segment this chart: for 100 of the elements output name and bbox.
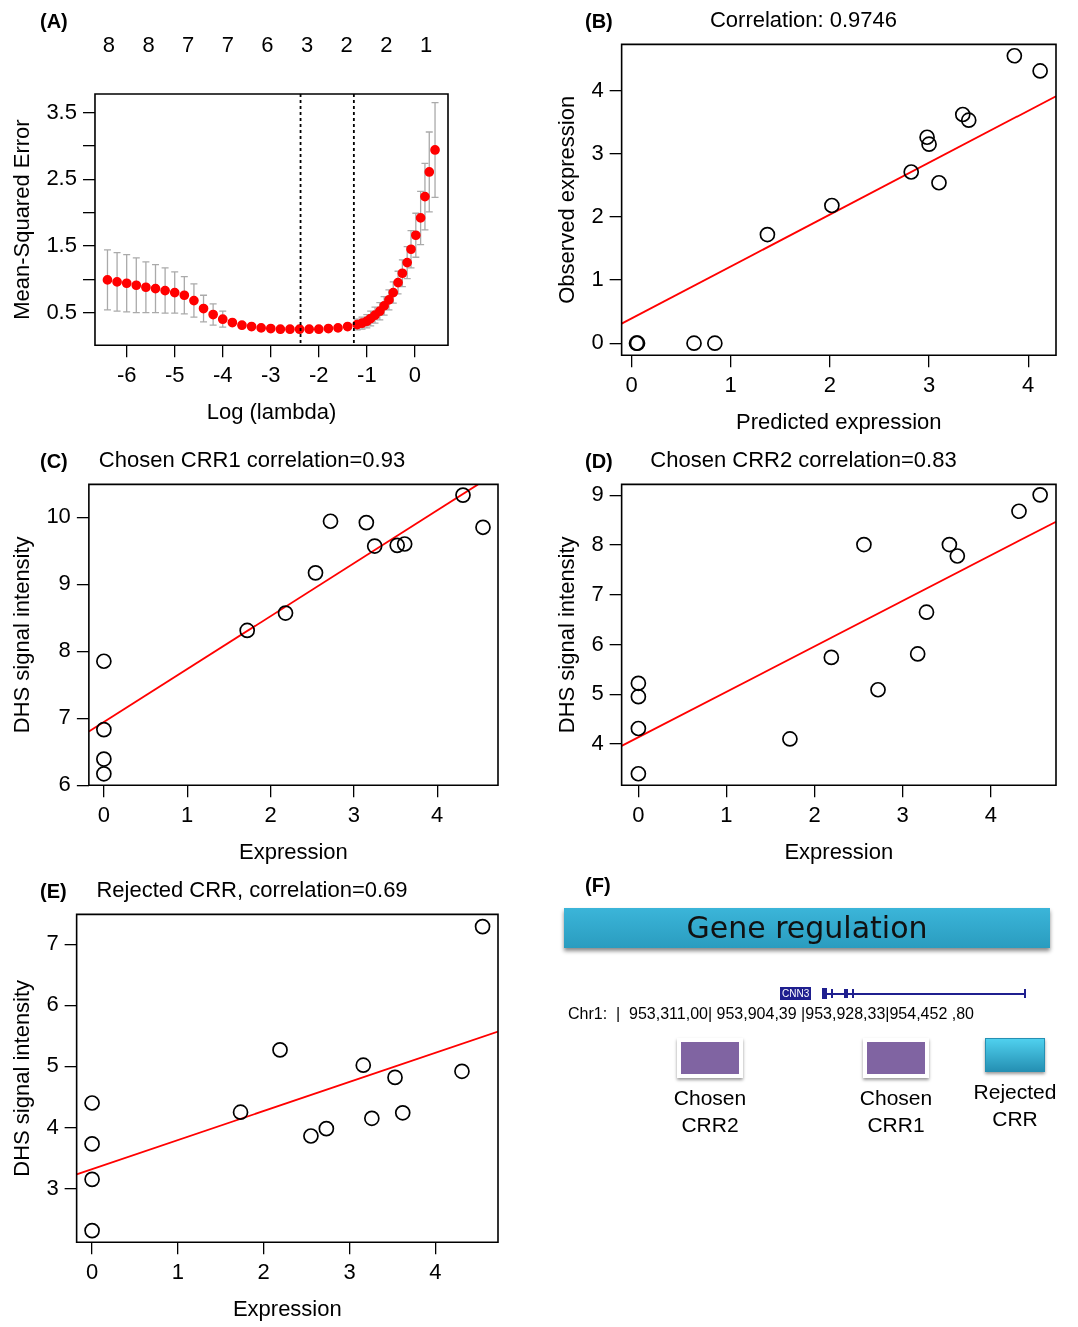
point — [630, 765, 647, 782]
x-tick-label: 1 — [720, 802, 733, 828]
text: (F) — [585, 874, 611, 897]
point — [160, 285, 170, 296]
x-tick-label: -1 — [357, 362, 377, 388]
point — [903, 164, 920, 180]
point — [358, 514, 375, 531]
point — [102, 275, 113, 285]
y-tick-label: 7 — [591, 580, 604, 606]
x-tick-label: 4 — [429, 1259, 442, 1285]
point — [406, 244, 416, 255]
y-tick-label: 7 — [58, 704, 71, 730]
y-tick-label: 9 — [591, 481, 604, 507]
point — [285, 324, 295, 335]
point — [402, 257, 413, 268]
point — [342, 321, 353, 332]
point — [141, 282, 151, 293]
x-tick-label: -3 — [260, 362, 281, 388]
point — [474, 918, 491, 935]
point — [84, 1222, 100, 1239]
point — [396, 536, 413, 552]
point — [277, 605, 294, 621]
y-tick-label: 6 — [591, 630, 604, 656]
point — [387, 1069, 403, 1086]
point — [121, 278, 132, 289]
point — [84, 1095, 100, 1111]
point — [294, 324, 305, 335]
text: Rejected CRR — [972, 1079, 1058, 1132]
y-tick-label: 8 — [591, 531, 604, 557]
point — [686, 335, 702, 352]
point — [323, 323, 334, 334]
x-tick-label: 1 — [724, 372, 737, 398]
point — [949, 548, 966, 564]
point — [1032, 486, 1048, 503]
point — [169, 287, 180, 298]
point — [96, 765, 112, 782]
x-tick-label: 3 — [922, 372, 936, 398]
point — [179, 290, 190, 301]
x-tick-label: -2 — [309, 362, 329, 388]
point — [272, 1042, 288, 1058]
point — [131, 280, 142, 291]
point — [388, 287, 399, 298]
text: 8 — [102, 32, 116, 58]
x-tick-label: 2 — [823, 372, 837, 398]
y-tick-label: 0 — [591, 329, 604, 355]
x-tick-label: 3 — [896, 802, 909, 828]
point — [919, 129, 935, 146]
chart-title: Rejected CRR, correlation=0.69 — [96, 877, 408, 903]
x-tick-label: 1 — [171, 1259, 185, 1285]
y-tick-label: 2.5 — [46, 165, 77, 191]
text: 8 — [142, 32, 155, 58]
point — [630, 720, 647, 737]
point — [303, 1128, 319, 1144]
x-tick-label: 4 — [431, 802, 444, 828]
y-tick-label: 9 — [58, 570, 71, 596]
y-tick-label: 3.5 — [46, 98, 77, 124]
x-tick-label: 4 — [984, 802, 997, 828]
x-tick-label: 0 — [85, 1259, 99, 1285]
point — [366, 538, 383, 554]
x-tick-label: -6 — [116, 362, 137, 388]
x-tick-label: 4 — [1022, 372, 1035, 398]
point — [630, 688, 647, 705]
point — [824, 197, 840, 214]
point — [304, 324, 315, 335]
point — [384, 295, 394, 305]
point — [256, 323, 267, 333]
point — [960, 112, 977, 129]
point — [941, 536, 958, 553]
x-tick-label: 2 — [264, 802, 277, 828]
point — [84, 1136, 100, 1152]
x-axis-title: Expression — [239, 838, 348, 864]
point — [455, 487, 471, 503]
point — [759, 226, 776, 243]
point — [246, 321, 257, 332]
point — [96, 653, 112, 670]
x-tick-label: 3 — [343, 1259, 356, 1285]
point — [208, 309, 218, 320]
point — [1032, 63, 1048, 79]
point — [420, 191, 430, 202]
y-tick-label: 4 — [591, 76, 604, 102]
text: (D) — [585, 449, 613, 472]
x-axis-title: Expression — [784, 838, 894, 864]
y-axis-title: DHS signal intensity — [9, 979, 35, 1177]
point — [379, 301, 389, 311]
point — [415, 213, 426, 223]
x-tick-label: -4 — [212, 362, 233, 388]
chart-title: Chosen CRR2 correlation=0.83 — [650, 447, 957, 473]
point — [630, 675, 647, 692]
text: 7 — [182, 32, 195, 58]
point — [84, 1171, 100, 1188]
x-tick-label: 2 — [257, 1259, 270, 1285]
point — [318, 1120, 335, 1137]
point — [707, 335, 723, 352]
text: 6 — [261, 32, 274, 58]
point — [333, 323, 343, 333]
x-tick-label: 1 — [181, 802, 194, 828]
y-axis-title: DHS signal intensity — [9, 536, 35, 734]
point — [1006, 47, 1023, 64]
x-tick-label: 0 — [97, 802, 110, 828]
point — [931, 174, 947, 191]
